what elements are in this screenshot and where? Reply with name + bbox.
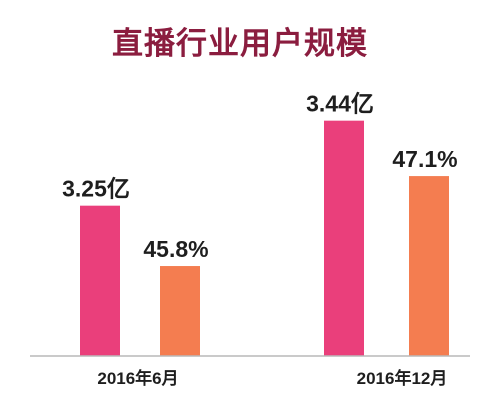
bar-series-0-cat-1 <box>324 120 364 356</box>
category-label-0: 2016年6月 <box>97 368 178 388</box>
bars-layer <box>80 120 449 356</box>
category-label-1: 2016年12月 <box>357 368 448 388</box>
bar-series-1-cat-1 <box>409 176 449 356</box>
data-label-series-0-cat-1: 3.44亿 <box>306 91 374 117</box>
data-label-series-1-cat-0: 45.8% <box>143 236 208 262</box>
chart-title: 直播行业用户规模 <box>112 26 368 62</box>
data-label-series-1-cat-1: 47.1% <box>392 146 457 172</box>
data-label-series-0-cat-0: 3.25亿 <box>62 176 130 202</box>
data-labels-layer: 3.25亿 3.44亿 45.8% 47.1% <box>62 91 457 262</box>
bar-series-1-cat-0 <box>160 266 200 356</box>
bar-series-0-cat-0 <box>80 205 120 356</box>
